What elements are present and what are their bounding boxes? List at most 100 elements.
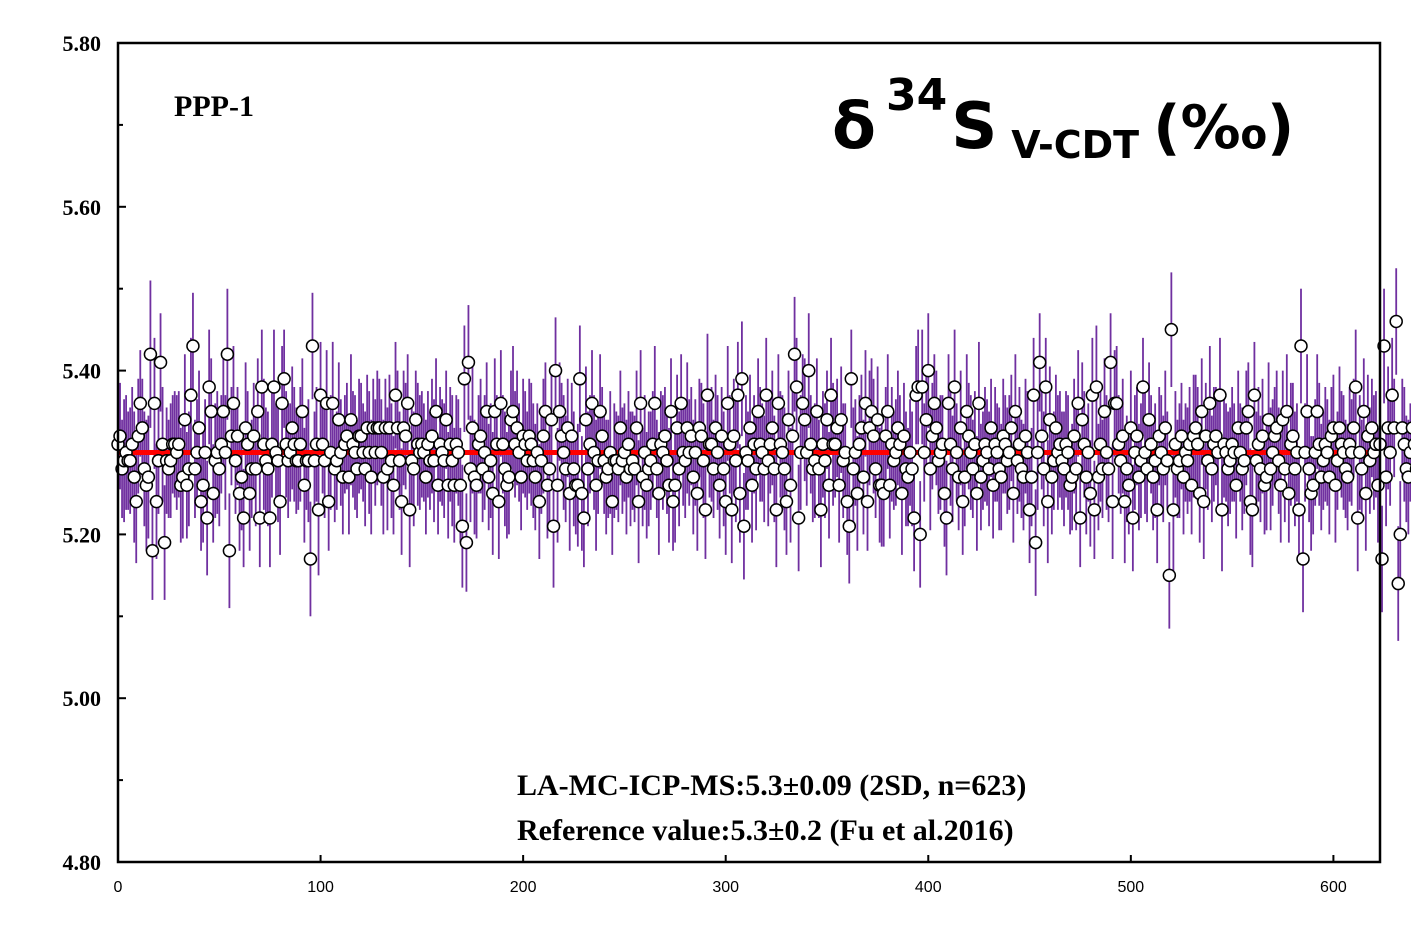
data-point bbox=[305, 339, 320, 353]
data-point bbox=[1405, 421, 1411, 435]
data-point bbox=[147, 396, 162, 411]
data-point bbox=[696, 453, 711, 468]
data-point bbox=[425, 429, 439, 443]
data-point bbox=[631, 494, 646, 509]
data-point bbox=[1261, 412, 1276, 427]
data-point bbox=[141, 470, 156, 484]
data-point bbox=[960, 404, 974, 419]
data-point bbox=[1073, 511, 1087, 525]
data-point bbox=[1069, 462, 1083, 476]
data-point bbox=[824, 388, 838, 402]
data-point bbox=[565, 429, 579, 443]
data-point bbox=[907, 511, 921, 525]
data-point bbox=[1355, 462, 1369, 476]
data-point bbox=[986, 478, 1000, 493]
data-point bbox=[939, 511, 954, 525]
data-point bbox=[1391, 576, 1405, 591]
data-point bbox=[1122, 478, 1136, 493]
data-point bbox=[1184, 478, 1199, 493]
data-point bbox=[273, 494, 287, 509]
data-point bbox=[1026, 388, 1041, 402]
data-point bbox=[419, 470, 433, 484]
title-delta: δ bbox=[832, 90, 876, 164]
data-point bbox=[1348, 380, 1363, 394]
data-point bbox=[1083, 486, 1098, 501]
data-point bbox=[919, 412, 933, 427]
data-point bbox=[974, 470, 988, 484]
data-point bbox=[394, 494, 409, 509]
data-point bbox=[1146, 470, 1160, 484]
data-point bbox=[1150, 503, 1164, 517]
data-point bbox=[727, 429, 741, 443]
x-tick-label: 300 bbox=[712, 879, 739, 896]
data-point bbox=[1176, 470, 1191, 484]
data-point bbox=[733, 486, 747, 501]
data-point bbox=[459, 535, 474, 550]
data-point bbox=[700, 388, 715, 402]
data-point bbox=[791, 511, 806, 525]
data-point bbox=[818, 453, 832, 468]
data-point bbox=[220, 347, 235, 361]
data-points bbox=[111, 314, 1411, 591]
x-tick-label: 100 bbox=[307, 879, 334, 896]
data-point bbox=[795, 396, 810, 411]
data-point bbox=[1346, 421, 1361, 435]
data-point bbox=[344, 412, 358, 427]
data-point bbox=[1302, 462, 1316, 476]
data-point bbox=[1032, 355, 1047, 370]
data-point bbox=[820, 412, 834, 427]
data-point bbox=[542, 462, 557, 476]
data-point bbox=[613, 421, 628, 435]
data-point bbox=[787, 347, 802, 361]
data-point bbox=[1089, 380, 1104, 394]
data-point bbox=[406, 462, 421, 476]
data-point bbox=[1385, 388, 1399, 402]
data-point bbox=[113, 429, 127, 443]
data-point bbox=[1049, 421, 1063, 435]
data-point bbox=[255, 380, 269, 394]
data-point bbox=[494, 396, 508, 411]
data-point bbox=[828, 437, 842, 452]
data-point bbox=[710, 445, 725, 460]
data-point bbox=[321, 494, 336, 509]
data-point bbox=[234, 470, 249, 484]
data-point bbox=[1239, 421, 1254, 435]
data-point bbox=[325, 396, 340, 411]
data-point bbox=[1030, 445, 1045, 460]
data-point bbox=[573, 372, 587, 386]
data-point bbox=[1194, 404, 1209, 419]
data-point bbox=[666, 494, 680, 509]
data-point bbox=[409, 412, 423, 427]
data-point bbox=[1296, 552, 1310, 566]
data-point bbox=[295, 404, 310, 419]
data-point bbox=[881, 404, 895, 419]
data-point bbox=[1352, 445, 1367, 460]
data-point bbox=[461, 355, 476, 370]
x-tick-label: 500 bbox=[1117, 879, 1144, 896]
data-point bbox=[589, 478, 603, 493]
data-point bbox=[731, 388, 745, 402]
y-tick-label: 5.60 bbox=[63, 195, 102, 220]
data-point bbox=[834, 412, 848, 427]
data-point bbox=[263, 511, 277, 525]
data-point bbox=[1393, 527, 1408, 542]
data-point bbox=[1229, 478, 1243, 493]
data-point bbox=[230, 429, 245, 443]
data-point bbox=[771, 396, 786, 411]
data-point bbox=[903, 445, 917, 460]
data-point bbox=[1213, 388, 1227, 402]
data-point bbox=[1130, 429, 1144, 443]
data-point bbox=[846, 462, 861, 476]
data-point bbox=[927, 396, 942, 411]
data-point bbox=[579, 412, 593, 427]
plot-frame bbox=[116, 41, 1382, 864]
data-point bbox=[1292, 503, 1306, 517]
data-point bbox=[194, 494, 208, 509]
data-point bbox=[1294, 339, 1308, 353]
data-point bbox=[1039, 380, 1053, 394]
data-point bbox=[1383, 445, 1397, 460]
y-tick-label: 5.00 bbox=[63, 686, 102, 711]
data-point bbox=[451, 445, 466, 460]
title-superscript: 34 bbox=[886, 70, 947, 121]
data-point bbox=[775, 445, 790, 460]
